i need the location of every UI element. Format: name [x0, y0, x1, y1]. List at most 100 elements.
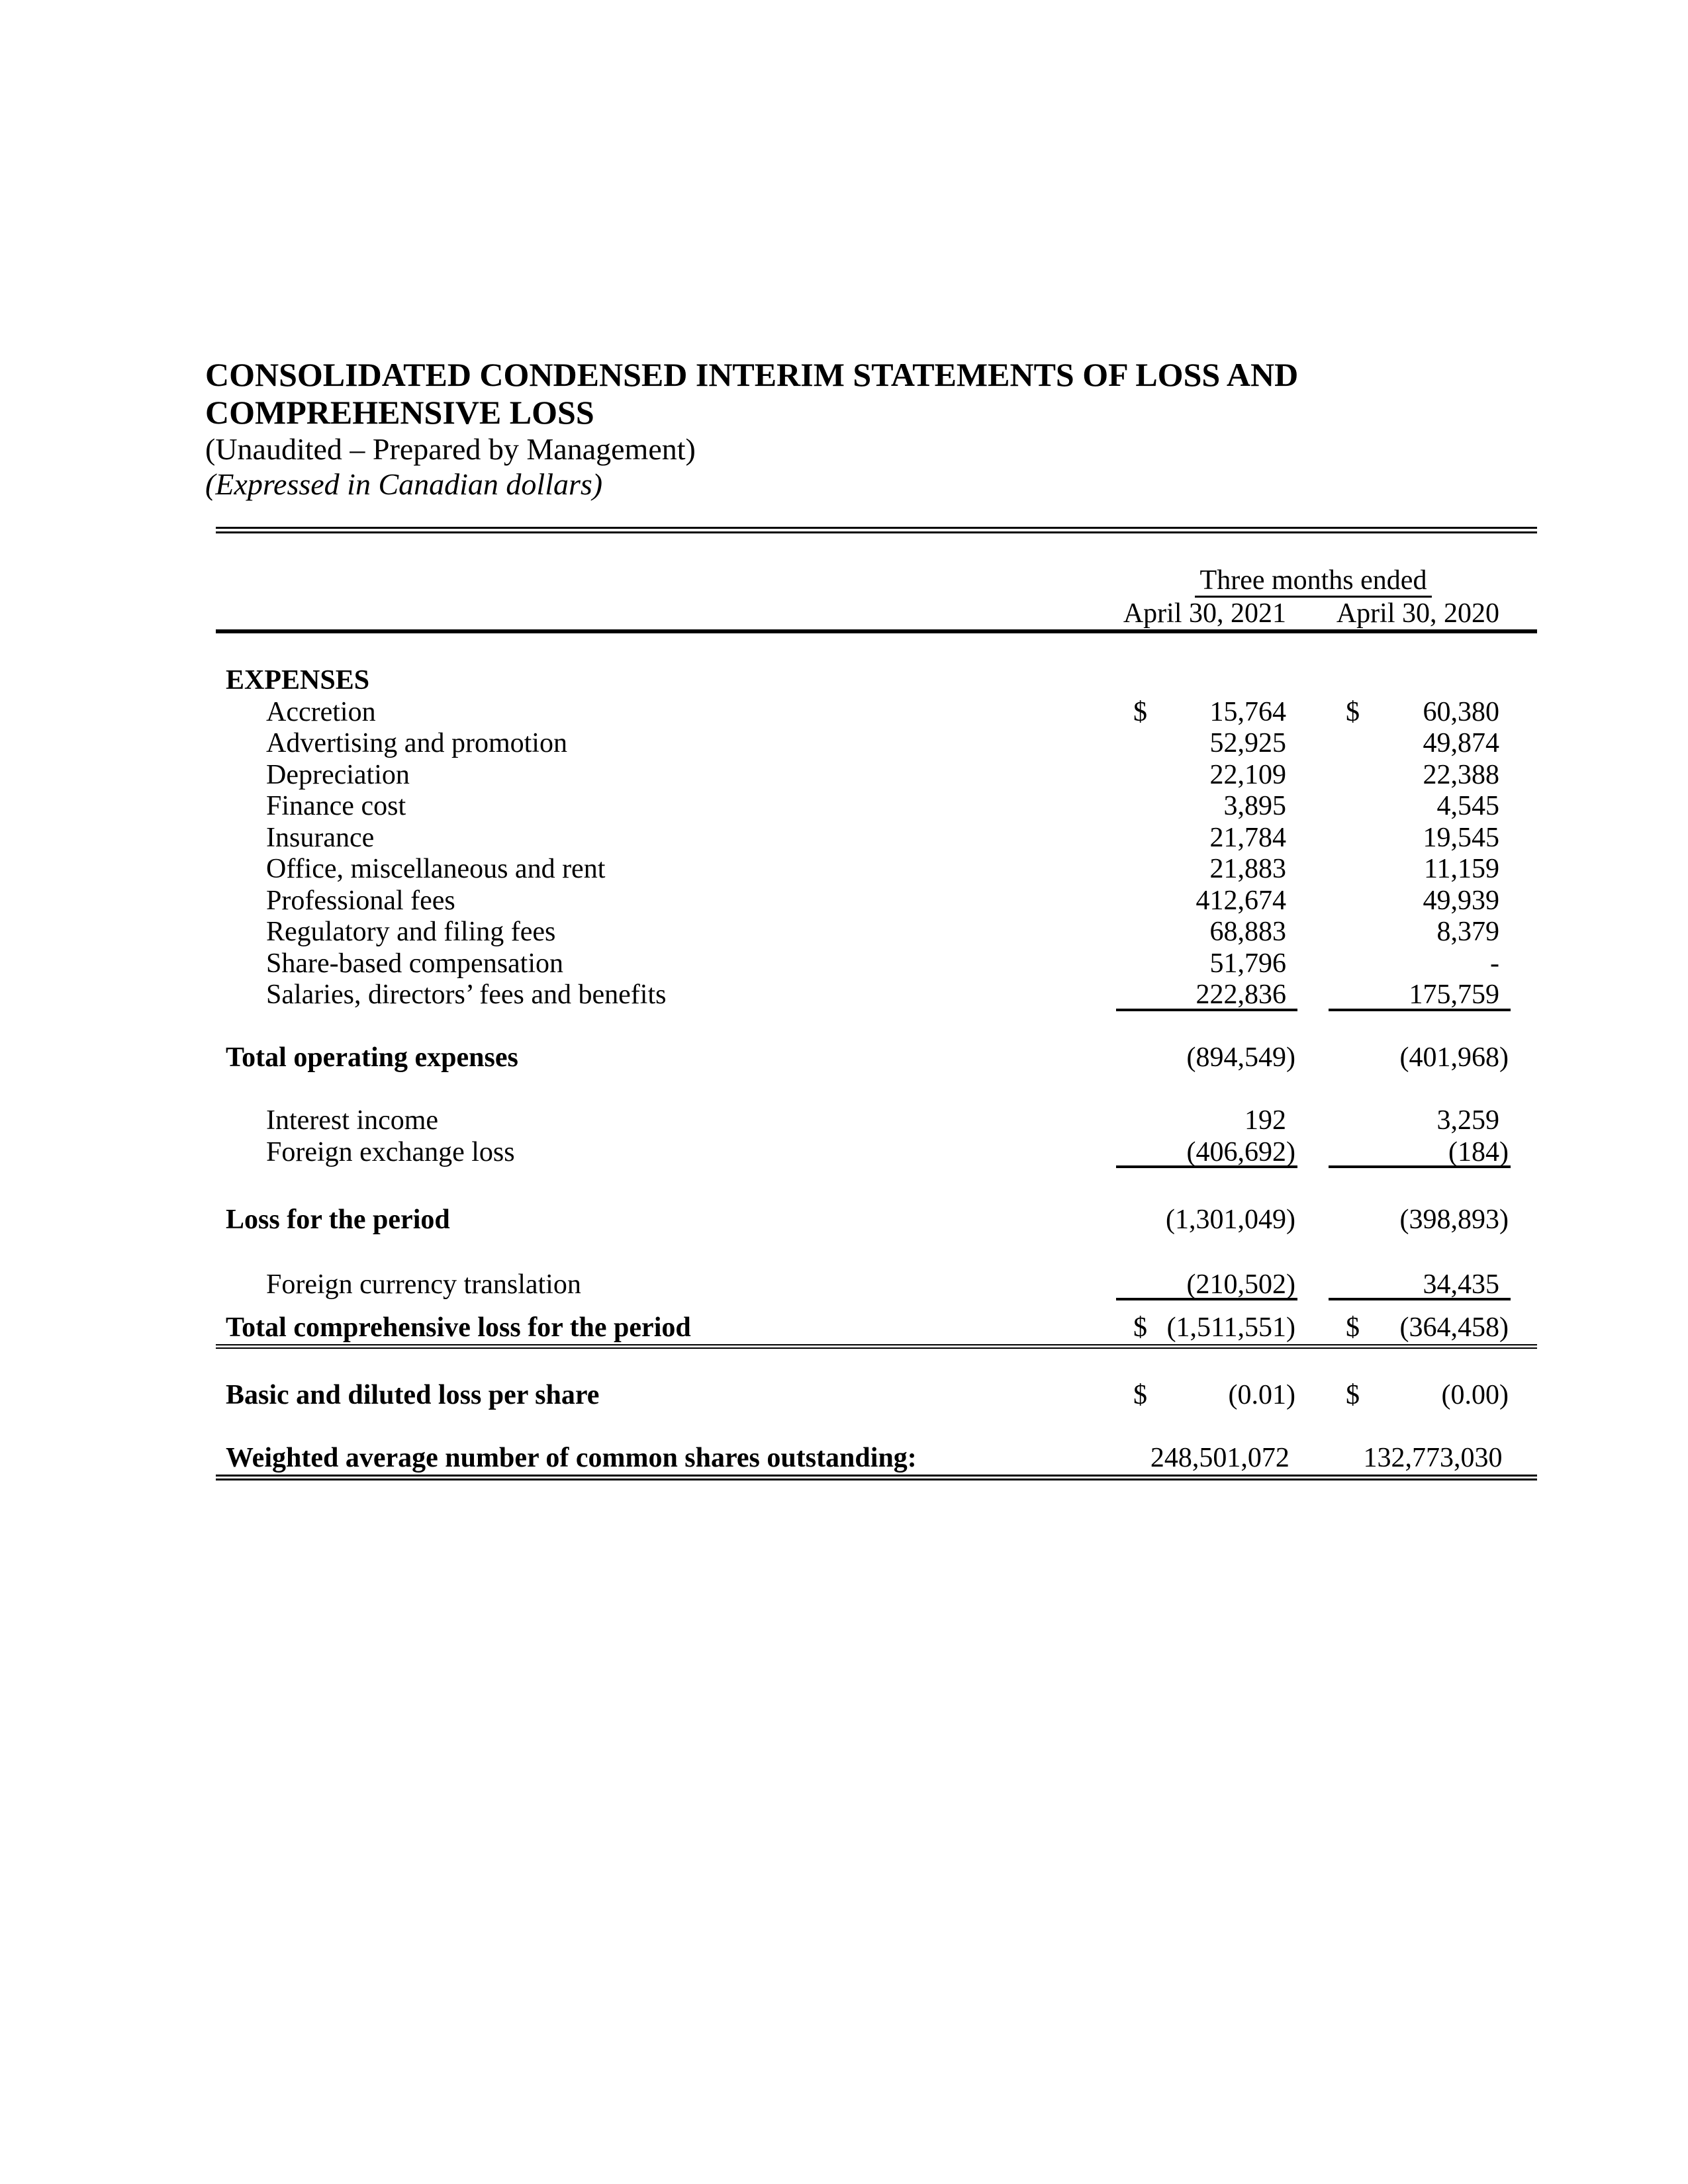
amount-value: (1,511,551: [1166, 1312, 1286, 1343]
statement-rows: EXPENSES Accretion $15,764 $60,380 Advertisi…: [216, 665, 1537, 1480]
amount-value: 34,435: [1423, 1269, 1500, 1300]
paren-slot: [1289, 1443, 1297, 1475]
paren-slot: ): [1286, 1269, 1295, 1300]
amount-value: (401,968: [1399, 1042, 1500, 1073]
amount-2020: 34,435: [1329, 1269, 1511, 1300]
row-label: Foreign currency translation: [266, 1269, 581, 1300]
amount-2020: 175,759: [1329, 979, 1511, 1011]
amount-2020: 4,545: [1329, 791, 1511, 823]
paren-slot: [1499, 791, 1511, 823]
paren-slot: [1286, 760, 1297, 792]
amount-value: (894,549: [1186, 1042, 1287, 1073]
currency-symbol: [1116, 854, 1157, 886]
amount-2020: (184): [1329, 1137, 1511, 1168]
table-row: Depreciation 22,109 22,388: [216, 760, 1537, 792]
currency-symbol: $: [1346, 696, 1360, 727]
currency-symbol: [1116, 728, 1157, 760]
row-label: Finance cost: [266, 791, 406, 821]
amount-value: 49,874: [1423, 728, 1500, 758]
paren-slot: [1286, 791, 1297, 823]
column-header-label: April 30, 2020: [1336, 598, 1499, 629]
amount-2021: 412,674: [1116, 886, 1297, 917]
amount-2021: 192: [1116, 1105, 1297, 1137]
row-label: Accretion: [266, 696, 376, 727]
currency-symbol: $: [1133, 1312, 1147, 1343]
amount-2020: 19,545: [1329, 823, 1511, 854]
paren-slot: ): [1286, 1205, 1295, 1235]
amount-2020: 49,939: [1329, 886, 1511, 917]
currency-symbol: $: [1133, 1380, 1147, 1410]
total-double-rule: [216, 1343, 1537, 1349]
paren-spacer: [1286, 598, 1297, 629]
paren-slot: [1499, 697, 1511, 729]
currency-symbol: [1116, 979, 1157, 1009]
amount-2020: 11,159: [1329, 854, 1511, 886]
currency-symbol: $: [1346, 1312, 1360, 1343]
amount-2020: $ (364,458): [1329, 1312, 1511, 1344]
row-label: Office, miscellaneous and rent: [266, 854, 606, 884]
column-header-row: April 30, 2021 April 30, 2020: [216, 598, 1537, 629]
amount-value: (364,458: [1399, 1312, 1500, 1343]
amount-value: 3,259: [1436, 1105, 1500, 1136]
paren-slot: [1286, 979, 1297, 1009]
period-header-row: Three months ended: [216, 566, 1537, 598]
row-label: Share-based compensation: [266, 948, 564, 979]
currency-symbol: [1116, 948, 1157, 980]
amount-2021: (894,549): [1116, 1042, 1297, 1074]
column-header-2021: April 30, 2021: [1116, 598, 1297, 629]
row-label: Basic and diluted loss per share: [226, 1380, 600, 1410]
row-label: EXPENSES: [226, 665, 370, 696]
amount-value: 132,773,030: [1363, 1443, 1503, 1473]
period-header-region: Three months ended: [1116, 566, 1511, 598]
amount-2020: (401,968): [1329, 1042, 1511, 1074]
row-label: Total comprehensive loss for the period: [226, 1312, 691, 1343]
amount-2021: (210,502): [1116, 1269, 1297, 1300]
amount-value: (398,893: [1399, 1205, 1500, 1235]
currency-symbol: [1116, 1443, 1150, 1475]
amount-value: (0.01: [1228, 1380, 1287, 1410]
paren-slot: [1286, 886, 1297, 917]
amount-2020: 49,874: [1329, 728, 1511, 760]
amount-value: (1,301,049: [1166, 1205, 1286, 1235]
currency-symbol: [1116, 1105, 1157, 1137]
table-row: Regulatory and filing fees 68,883 8,379: [216, 917, 1537, 948]
amount-value: (0.00: [1441, 1380, 1500, 1410]
currency-symbol: [1329, 1205, 1370, 1236]
amount-value: -: [1490, 948, 1499, 979]
amount-value: 21,784: [1209, 822, 1287, 853]
currency-symbol: [1329, 1042, 1370, 1074]
statement-title-line2: COMPREHENSIVE LOSS: [205, 394, 594, 431]
amount-2021: $ (0.01): [1116, 1380, 1297, 1412]
amount-2020: (398,893): [1329, 1205, 1511, 1236]
paren-slot: ): [1499, 1312, 1509, 1343]
amount-2021: 68,883: [1116, 917, 1297, 948]
amount-2021: 51,796: [1116, 948, 1297, 980]
amount-2021: 21,784: [1116, 823, 1297, 854]
table-row: Professional fees 412,674 49,939: [216, 886, 1537, 917]
currency-symbol: [1116, 1205, 1157, 1236]
table-row: Advertising and promotion 52,925 49,874: [216, 728, 1537, 760]
amount-2020: 132,773,030: [1329, 1443, 1511, 1475]
amount-2020: 3,259: [1329, 1105, 1511, 1137]
paren-slot: [1286, 823, 1297, 854]
top-double-rule: [216, 527, 1537, 533]
currency-symbol: [1329, 917, 1370, 948]
amount-value: 4,545: [1436, 791, 1500, 821]
currency-symbol: [1329, 1137, 1370, 1166]
table-row: Weighted average number of common shares…: [216, 1443, 1537, 1475]
row-label: Weighted average number of common shares…: [226, 1443, 917, 1473]
table-row: Share-based compensation 51,796 -: [216, 948, 1537, 980]
amount-value: 15,764: [1209, 696, 1287, 727]
currency-symbol: [1329, 760, 1370, 792]
amount-2020: 8,379: [1329, 917, 1511, 948]
amount-2021: 248,501,072: [1116, 1443, 1297, 1475]
paren-slot: [1499, 854, 1511, 886]
row-label: Foreign exchange loss: [266, 1136, 515, 1167]
currency-symbol: $: [1133, 696, 1147, 727]
amount-2021: 21,883: [1116, 854, 1297, 886]
amount-value: 175,759: [1409, 979, 1500, 1010]
table-row: Accretion $15,764 $60,380: [216, 697, 1537, 729]
paren-slot: [1499, 1105, 1511, 1137]
amount-2020: $60,380: [1329, 697, 1511, 729]
